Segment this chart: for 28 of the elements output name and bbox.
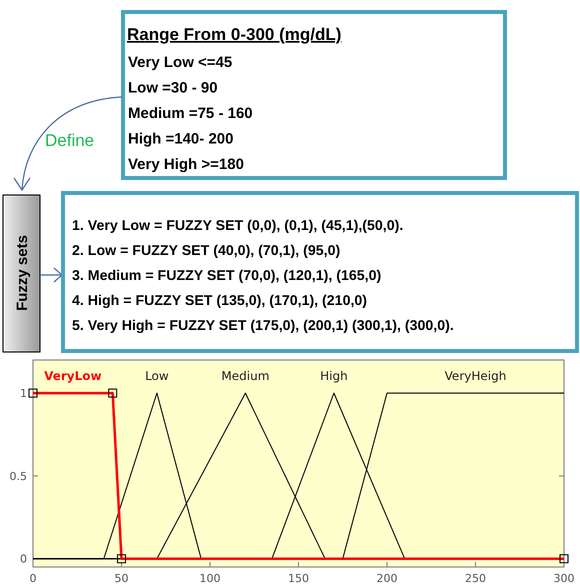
- x-tick-label: 100: [200, 572, 220, 585]
- y-tick-label: 0.5: [10, 470, 27, 483]
- x-tick-label: 200: [376, 572, 398, 585]
- text: 1. Very Low = FUZZY SET (0,0), (0,1), (45,1),(50,0).: [72, 218, 404, 234]
- text: 2. Low = FUZZY SET (40,0), (70,1), (95,0): [72, 243, 340, 259]
- y-tick-label: 0: [20, 552, 27, 566]
- text: Very High >=180: [128, 156, 244, 173]
- text: 5. Very High = FUZZY SET (175,0), (200,1) (300,1), (300,0).: [72, 318, 454, 334]
- text: 4. High = FUZZY SET (135,0), (170,1), (210,0): [72, 293, 368, 309]
- series-label: Low: [145, 369, 169, 383]
- x-tick-label: 0: [30, 572, 36, 585]
- text: 3. Medium = FUZZY SET (70,0), (120,1), (165,0): [72, 268, 382, 284]
- text: Define: [45, 131, 94, 150]
- x-tick-label: 250: [465, 572, 486, 585]
- text: Range From 0-300 (mg/dL): [127, 25, 342, 44]
- text: Low =30 - 90: [128, 80, 218, 96]
- y-tick-label: 1: [20, 386, 27, 400]
- series-label: VeryLow: [44, 369, 102, 383]
- series-label: VeryHeigh: [444, 369, 506, 383]
- series-label: Medium: [221, 369, 270, 383]
- text: Fuzzy sets: [14, 235, 31, 311]
- x-tick-label: 300: [554, 572, 574, 585]
- series-label: High: [320, 369, 348, 383]
- text: High =140- 200: [128, 130, 234, 148]
- x-tick-label: 150: [288, 572, 309, 585]
- text: Medium =75 - 160: [128, 105, 253, 122]
- text: Very Low <=45: [128, 54, 232, 71]
- x-tick-label: 50: [114, 572, 128, 585]
